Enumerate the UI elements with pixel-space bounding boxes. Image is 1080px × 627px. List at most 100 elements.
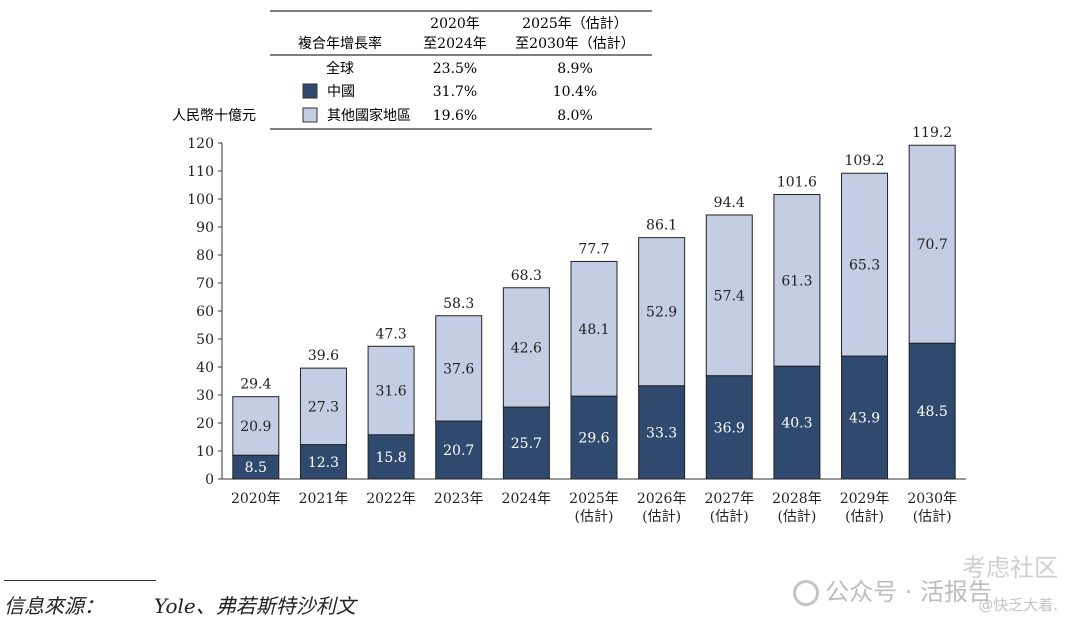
source-text: Yole、弗若斯特沙利文	[154, 594, 356, 618]
bar-other	[502, 287, 550, 408]
cagr-row-china-p1: 31.7%	[433, 84, 477, 100]
bar-china	[367, 434, 415, 480]
x-tick-label: 2028年	[772, 491, 822, 507]
source-rule	[4, 580, 156, 581]
bar-china	[435, 420, 483, 480]
data-label-other: 61.3	[781, 273, 812, 289]
bar-other	[435, 315, 483, 422]
data-label-other: 52.9	[646, 305, 677, 321]
y-tick-label: 0	[205, 472, 214, 488]
data-label-total: 39.6	[308, 348, 339, 364]
y-tick-label: 10	[196, 444, 214, 460]
x-tick-label: 2027年	[704, 491, 754, 507]
bar-other	[705, 214, 753, 377]
bar-china	[841, 355, 889, 480]
data-label-other: 70.7	[917, 237, 948, 253]
watermark-site: 考虑社区	[962, 554, 1058, 582]
y-tick-label: 60	[196, 304, 214, 320]
bar-other	[773, 194, 821, 367]
data-label-total: 86.1	[646, 218, 677, 234]
data-label-china: 43.9	[849, 411, 880, 427]
source-label: 信息來源：	[4, 594, 104, 618]
y-tick-label: 80	[196, 248, 214, 264]
cagr-header-period-2-line2: 至2030年（估計）	[515, 36, 635, 52]
bar-other	[232, 396, 280, 456]
x-tick-label: 2030年	[907, 491, 957, 507]
x-tick-label-note: (估計)	[575, 509, 614, 525]
data-label-other: 20.9	[240, 419, 271, 435]
cagr-row-other-p2: 8.0%	[557, 108, 593, 124]
data-label-china: 33.3	[646, 425, 677, 441]
cagr-table: 複合年增長率 2020年 至2024年 2025年（估計） 至2030年（估計）…	[270, 10, 652, 130]
cagr-row-global-p2: 8.9%	[557, 61, 593, 77]
y-tick-label: 30	[196, 388, 214, 404]
bars	[232, 144, 956, 480]
x-tick-label: 2022年	[366, 491, 416, 507]
data-label-china: 40.3	[781, 416, 812, 432]
data-label-other: 57.4	[714, 288, 745, 304]
data-label-china: 48.5	[917, 404, 948, 420]
bar-other	[367, 345, 415, 436]
bar-china	[638, 385, 686, 480]
watermark-account: 公众号 · 活报告	[793, 572, 992, 607]
bar-other	[908, 144, 956, 344]
data-label-china: 12.3	[308, 455, 339, 471]
bar-china	[773, 365, 821, 480]
x-tick-label-note: (估計)	[913, 509, 952, 525]
data-label-total: 77.7	[578, 241, 609, 257]
data-label-total: 68.3	[511, 268, 542, 284]
data-label-other: 27.3	[308, 399, 339, 415]
wechat-icon	[793, 580, 820, 606]
data-label-total: 119.2	[912, 125, 952, 141]
data-label-other: 48.1	[578, 322, 609, 338]
legend-swatch-other	[302, 107, 318, 123]
y-tick-label: 50	[196, 332, 214, 348]
y-tick-label: 20	[196, 416, 214, 432]
bar-china	[705, 375, 753, 480]
data-label-other: 37.6	[443, 361, 474, 377]
source-note: 信息來源： Yole、弗若斯特沙利文	[4, 590, 356, 619]
cagr-row-global-label: 全球	[326, 60, 354, 77]
x-tick-label: 2021年	[299, 491, 349, 507]
data-label-china: 36.9	[714, 420, 745, 436]
cagr-row-china-p2: 10.4%	[553, 84, 597, 100]
cagr-row-global-p1: 23.5%	[433, 61, 477, 77]
y-tick-label: 100	[187, 192, 214, 208]
cagr-row-other-p1: 19.6%	[433, 108, 477, 124]
y-axis-label: 人民幣十億元	[172, 108, 256, 124]
cagr-header-period-2: 2025年（估計）	[522, 16, 628, 32]
data-label-total: 58.3	[443, 296, 474, 312]
watermark-handle: @快乏大着.	[978, 596, 1058, 614]
x-tick-label-note: (估計)	[642, 509, 681, 525]
y-tick-label: 120	[187, 136, 214, 152]
data-label-china: 29.6	[578, 431, 609, 447]
x-tick-label: 2026年	[637, 491, 687, 507]
x-tick-label-note: (估計)	[845, 509, 884, 525]
data-label-total: 29.4	[240, 377, 271, 393]
data-label-other: 65.3	[849, 258, 880, 274]
bar-china	[908, 342, 956, 480]
watermark-account-text: 公众号 · 活报告	[825, 578, 992, 606]
x-tick-label: 2023年	[434, 491, 484, 507]
data-label-other: 31.6	[376, 384, 407, 400]
data-label-china: 25.7	[511, 436, 542, 452]
bar-other	[638, 237, 686, 387]
y-tick-label: 90	[196, 220, 214, 236]
legend-label-other: 其他國家地區	[327, 107, 411, 124]
legend-swatch-china	[302, 83, 318, 99]
bar-labels: 8.5 20.9 29.4 2020年 12.3 27.3 39.6 2021年 15.8 31.…	[231, 125, 957, 525]
x-tick-label: 2024年	[502, 491, 552, 507]
data-label-total: 109.2	[844, 153, 884, 169]
bar-china	[502, 406, 550, 480]
data-label-total: 101.6	[777, 175, 817, 191]
legend-label-china: 中國	[327, 84, 355, 100]
bar-other	[299, 367, 347, 446]
cagr-header-label: 複合年增長率	[298, 35, 382, 52]
bar-other	[841, 172, 889, 357]
y-tick-label: 110	[187, 164, 214, 180]
cagr-header-period-1: 2020年	[430, 16, 480, 32]
x-tick-label: 2029年	[840, 491, 890, 507]
x-tick-label: 2020年	[231, 491, 281, 507]
data-label-china: 8.5	[245, 460, 267, 476]
